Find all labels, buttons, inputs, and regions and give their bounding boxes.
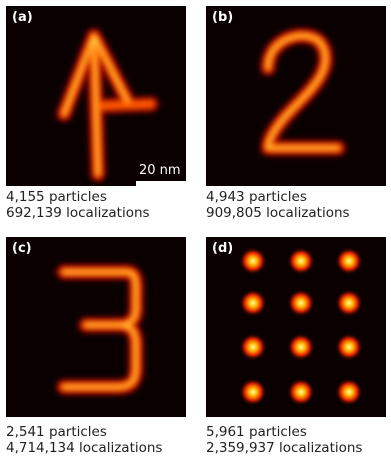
panel-d-image: (d) — [206, 237, 386, 417]
grid-spot — [287, 378, 315, 406]
panel-a-label: (a) — [12, 10, 33, 25]
panel-b-particles: 4,943 particles — [206, 189, 307, 205]
grid-spot — [239, 333, 267, 361]
grid-spot — [287, 247, 315, 275]
panel-c-label: (c) — [12, 241, 32, 256]
grid-spot — [239, 378, 267, 406]
grid-spot — [239, 289, 267, 317]
panel-c-localizations: 4,714,134 localizations — [6, 440, 163, 456]
panel-d-caption: 5,961 particles 2,359,937 localizations — [206, 424, 362, 456]
digit-three-render — [56, 264, 145, 395]
panel-d-localizations: 2,359,937 localizations — [206, 440, 363, 456]
panel-b-localizations: 909,805 localizations — [206, 205, 350, 221]
panel-d-particles: 5,961 particles — [206, 424, 307, 440]
panel-a-image: (a) 20 nm — [6, 6, 186, 186]
panel-c-image: (c) — [6, 237, 186, 417]
spot-grid-render — [239, 247, 363, 406]
grid-spot — [335, 333, 363, 361]
grid-spot — [335, 247, 363, 275]
digit-two-render — [260, 27, 346, 156]
scale-bar — [136, 181, 186, 186]
grid-spot — [335, 289, 363, 317]
panel-a-caption: 4,155 particles 692,139 localizations — [6, 189, 150, 221]
grid-spot — [335, 378, 363, 406]
panel-a-particles: 4,155 particles — [6, 189, 107, 205]
panel-b-image: (b) — [206, 6, 386, 186]
panel-b-label: (b) — [212, 10, 234, 25]
panel-d-label: (d) — [212, 241, 234, 256]
panel-a-localizations: 692,139 localizations — [6, 205, 150, 221]
digit-one-render — [56, 28, 159, 182]
panel-b-caption: 4,943 particles 909,805 localizations — [206, 189, 350, 221]
grid-spot — [239, 247, 267, 275]
panel-c-particles: 2,541 particles — [6, 424, 107, 440]
scale-bar-label: 20 nm — [139, 163, 181, 178]
panel-c-caption: 2,541 particles 4,714,134 localizations — [6, 424, 162, 456]
grid-spot — [287, 333, 315, 361]
grid-spot — [287, 289, 315, 317]
